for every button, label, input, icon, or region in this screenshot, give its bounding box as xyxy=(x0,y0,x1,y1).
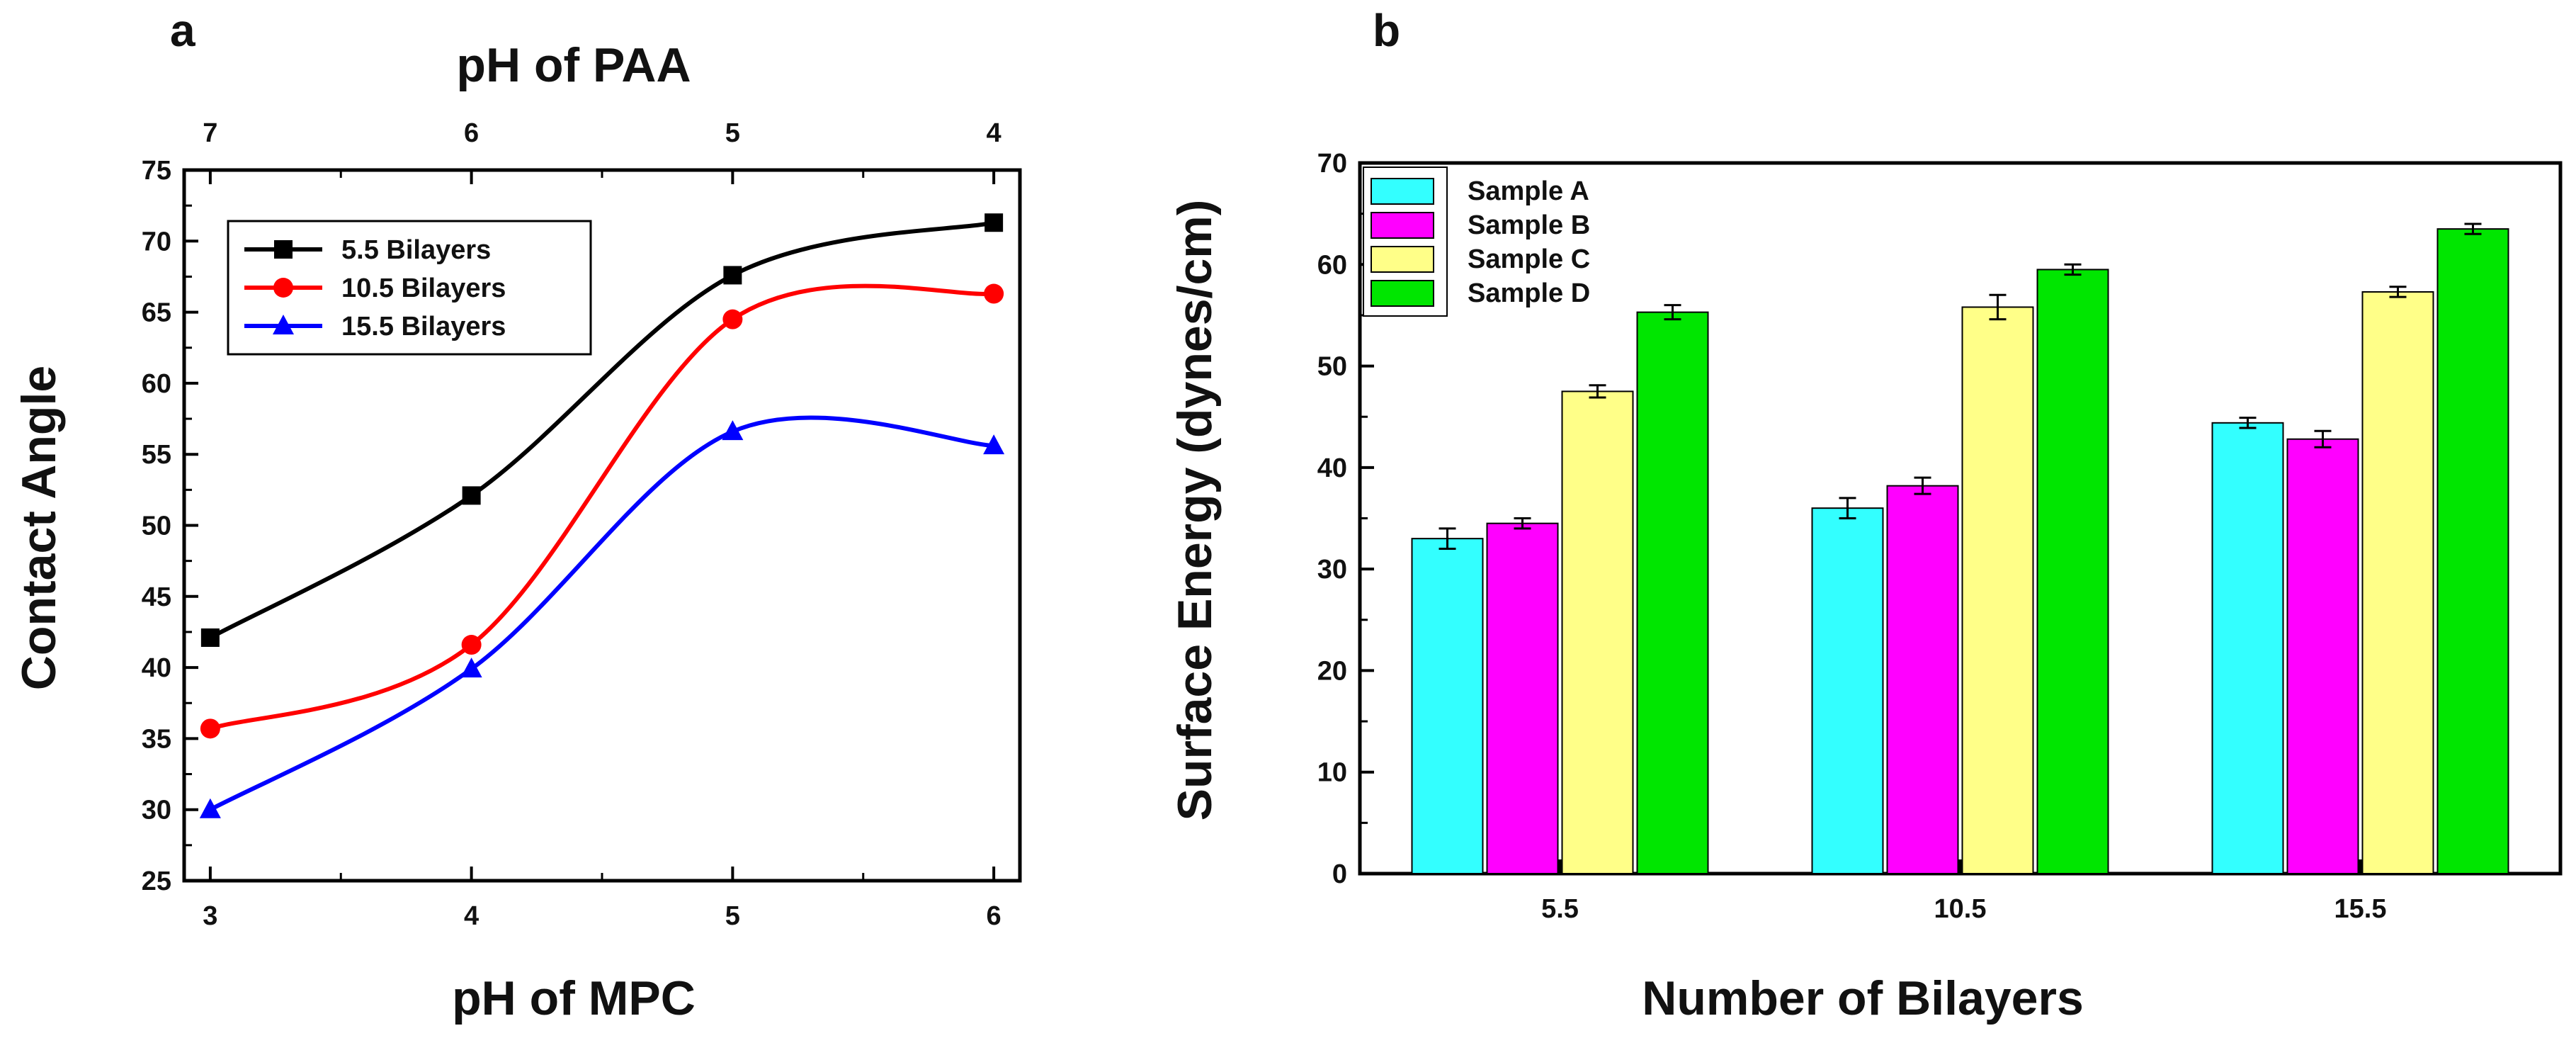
chart-a: a pH of PAA pH of MPC Contact Angle 25 30… xyxy=(12,5,1022,1025)
b-x-tick-label: 15.5 xyxy=(2334,894,2387,924)
a-x-tick-label: 5 xyxy=(725,901,740,931)
a-legend-label: 10.5 Bilayers xyxy=(341,273,506,303)
b-y-tick-label: 10 xyxy=(1317,758,1347,788)
a-data-point xyxy=(722,309,743,329)
a-series-line xyxy=(209,415,994,812)
a-y-tick-label: 45 xyxy=(142,582,171,612)
b-y-axis: 0 10 20 30 40 50 60 70 xyxy=(1317,149,1374,889)
b-legend-label: Sample A xyxy=(1468,176,1589,206)
b-legend-label: Sample D xyxy=(1468,278,1590,308)
b-y-tick-label: 30 xyxy=(1317,555,1347,585)
b-y-tick-label: 70 xyxy=(1317,149,1347,179)
a-top-tick-label: 6 xyxy=(464,118,479,148)
b-y-tick-label: 20 xyxy=(1317,656,1347,686)
a-x-axis: 3 4 5 6 xyxy=(203,867,1002,931)
b-legend-swatch xyxy=(1371,178,1434,205)
b-y-tick-label: 40 xyxy=(1317,453,1347,483)
b-bars xyxy=(1411,222,2509,875)
b-legend-label: Sample B xyxy=(1468,210,1590,240)
a-top-tick-label: 5 xyxy=(725,118,740,148)
a-top-tick-label: 4 xyxy=(987,118,1002,148)
a-x-axis-title: pH of MPC xyxy=(452,971,696,1025)
a-legend-marker xyxy=(273,315,294,334)
a-top-axis: 7 6 5 4 xyxy=(203,118,1002,184)
a-y-tick-label: 30 xyxy=(142,796,171,825)
b-y-tick-label: 0 xyxy=(1332,859,1347,889)
b-x-axis-title: Number of Bilayers xyxy=(1642,971,2084,1025)
a-data-point xyxy=(200,718,220,739)
b-bar xyxy=(1636,311,1709,874)
a-y-tick-label: 70 xyxy=(142,227,171,256)
b-legend-swatch xyxy=(1371,212,1434,239)
a-data-point xyxy=(985,213,1004,232)
panel-label-a: a xyxy=(170,5,195,56)
b-y-tick-label: 60 xyxy=(1317,250,1347,280)
a-series-line xyxy=(209,283,994,731)
a-legend-marker xyxy=(273,278,293,298)
a-data-point xyxy=(462,486,481,505)
b-bar xyxy=(1486,522,1559,875)
b-bar xyxy=(2436,228,2509,874)
a-top-tick-label: 7 xyxy=(203,118,217,148)
a-legend-label: 15.5 Bilayers xyxy=(341,312,506,342)
b-y-tick-label: 50 xyxy=(1317,352,1347,382)
a-data-point xyxy=(200,628,220,647)
a-data-point xyxy=(723,266,742,285)
chart-b: b Number of Bilayers Surface Energy (dyn… xyxy=(1168,5,2563,1025)
b-x-tick-label: 10.5 xyxy=(1934,894,1987,924)
a-legend-marker xyxy=(274,240,293,259)
b-y-axis-title: Surface Energy (dynes/cm) xyxy=(1168,200,1222,821)
b-bar xyxy=(1886,485,1959,874)
b-x-axis: 5.5 10.5 15.5 xyxy=(1541,859,2386,924)
a-top-axis-title: pH of PAA xyxy=(456,38,691,92)
b-legend-swatch xyxy=(1371,280,1434,307)
b-bar xyxy=(2361,290,2434,875)
panel-label-b: b xyxy=(1373,5,1400,56)
a-data-point xyxy=(461,635,482,655)
a-data-point xyxy=(984,283,1004,304)
b-legend-label: Sample C xyxy=(1468,244,1590,274)
a-legend: 5.5 Bilayers 10.5 Bilayers 15.5 Bilayers xyxy=(227,220,592,356)
a-series-curves xyxy=(209,220,994,812)
a-series-markers xyxy=(199,213,1005,818)
a-data-point xyxy=(199,798,221,818)
b-bar xyxy=(1811,507,1884,874)
a-y-tick-label: 60 xyxy=(142,369,171,399)
a-y-tick-label: 25 xyxy=(142,867,171,896)
a-data-point xyxy=(722,420,744,441)
b-bar xyxy=(1561,390,1634,874)
a-y-axis: 25 30 35 40 45 50 55 60 65 70 75 xyxy=(142,156,198,896)
a-y-axis-title: Contact Angle xyxy=(12,366,66,690)
b-bar xyxy=(2286,438,2359,874)
a-y-tick-label: 35 xyxy=(142,724,171,754)
a-y-tick-label: 40 xyxy=(142,653,171,683)
a-y-tick-label: 65 xyxy=(142,298,171,328)
b-bar xyxy=(2211,422,2284,874)
a-x-tick-label: 4 xyxy=(464,901,479,931)
a-x-tick-label: 3 xyxy=(203,901,217,931)
a-data-point xyxy=(983,434,1005,455)
a-y-tick-label: 55 xyxy=(142,440,171,470)
b-bar xyxy=(1411,538,1484,875)
a-data-point xyxy=(460,658,482,678)
a-series-line xyxy=(209,220,994,640)
b-legend: Sample A Sample B Sample C Sample D xyxy=(1363,167,1590,317)
b-legend-swatch xyxy=(1371,246,1434,273)
a-y-tick-label: 75 xyxy=(142,156,171,186)
a-y-tick-label: 50 xyxy=(142,512,171,541)
b-x-tick-label: 5.5 xyxy=(1541,894,1579,924)
b-bar xyxy=(2036,269,2109,874)
b-bar xyxy=(1961,306,2034,875)
a-x-tick-label: 6 xyxy=(987,901,1002,931)
a-legend-label: 5.5 Bilayers xyxy=(341,235,491,265)
